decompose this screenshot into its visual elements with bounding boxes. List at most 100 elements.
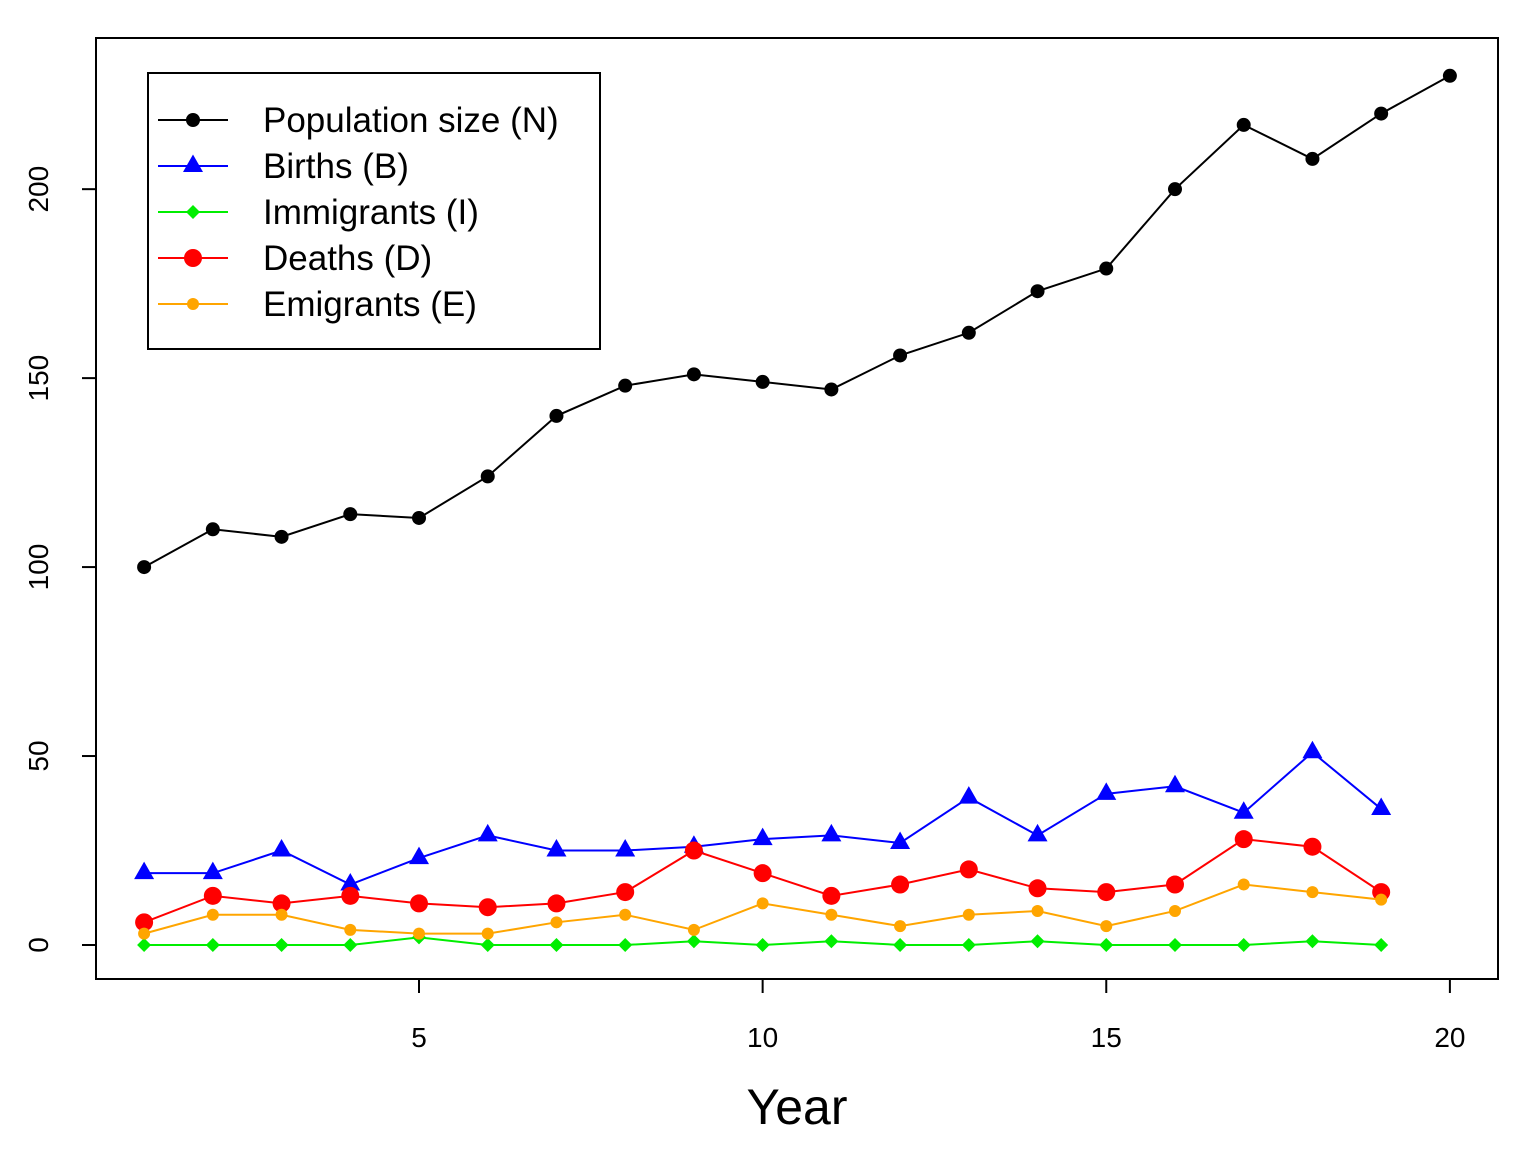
series-2-point-9 — [755, 937, 770, 952]
series-0-point-10 — [824, 382, 839, 397]
legend-item-4: Emigrants (E) — [158, 285, 477, 324]
series-2-point-5 — [480, 937, 495, 952]
series-4-point-7 — [619, 908, 632, 921]
series-4-point-3 — [344, 923, 357, 936]
series-4-point-13 — [1031, 904, 1044, 917]
series-3-point-6 — [547, 894, 566, 913]
series-0-point-3 — [343, 507, 358, 522]
series-1-point-12 — [958, 786, 979, 804]
series-0-point-17 — [1305, 151, 1320, 166]
series-2-point-0 — [137, 937, 152, 952]
series-0-point-7 — [618, 378, 633, 393]
y-tick-label-200: 200 — [23, 166, 54, 213]
series-3-point-4 — [410, 894, 429, 913]
series-1-point-9 — [752, 827, 773, 846]
series-0-point-11 — [893, 348, 908, 363]
series-2-point-6 — [549, 937, 564, 952]
series-4-point-18 — [1375, 893, 1388, 906]
legend-label-4: Emigrants (E) — [263, 285, 477, 324]
y-tick-label-50: 50 — [23, 740, 54, 771]
series-4-point-2 — [275, 908, 288, 921]
series-3 — [135, 830, 1391, 932]
series-0-point-1 — [205, 522, 220, 537]
series-3-point-3 — [341, 886, 360, 905]
series-2-point-8 — [686, 934, 701, 949]
series-2-point-13 — [1030, 934, 1045, 949]
series-0-point-14 — [1099, 261, 1114, 276]
legend-marker-0 — [186, 113, 200, 127]
series-4-point-12 — [962, 908, 975, 921]
series-1-point-11 — [890, 831, 911, 849]
series-3-point-11 — [891, 875, 910, 894]
series-0-point-9 — [755, 374, 770, 389]
legend-item-3: Deaths (D) — [158, 239, 432, 278]
series-0-point-15 — [1167, 182, 1182, 197]
series-1-point-16 — [1233, 801, 1254, 819]
series-4-point-10 — [825, 908, 838, 921]
series-0-point-19 — [1442, 68, 1457, 83]
y-tick-label-100: 100 — [23, 544, 54, 591]
y-axis: 0 50 100 150 200 — [23, 166, 97, 953]
legend-label-1: Births (B) — [263, 147, 409, 186]
series-4 — [138, 878, 1388, 940]
series-1-point-17 — [1302, 740, 1323, 759]
series-2-point-16 — [1236, 937, 1251, 952]
series-2 — [137, 930, 1389, 952]
series-3-point-2 — [272, 894, 291, 913]
legend-label-2: Immigrants (I) — [263, 193, 479, 232]
series-1-point-6 — [546, 839, 567, 857]
series-0-point-16 — [1236, 117, 1251, 132]
series-0 — [137, 68, 1457, 575]
series-0-point-5 — [480, 469, 495, 484]
series-1-point-14 — [1096, 782, 1117, 800]
series-3-point-8 — [684, 841, 703, 860]
series-0-point-2 — [274, 529, 289, 544]
series-4-point-9 — [756, 897, 769, 910]
series-1-point-5 — [477, 823, 498, 842]
series-1-point-10 — [821, 823, 842, 842]
series-4-point-8 — [687, 923, 700, 936]
series-3-point-5 — [478, 898, 497, 917]
legend-label-0: Population size (N) — [263, 101, 559, 140]
series-4-point-14 — [1100, 920, 1113, 933]
series-0-point-8 — [686, 367, 701, 382]
series-4-point-0 — [138, 927, 151, 940]
series-2-point-17 — [1305, 934, 1320, 949]
series-2-point-1 — [205, 937, 220, 952]
series-3-point-14 — [1097, 883, 1116, 902]
series-layer — [134, 68, 1457, 952]
series-2-point-12 — [961, 937, 976, 952]
series-4-point-6 — [550, 916, 563, 929]
x-tick-label-20: 20 — [1434, 1022, 1465, 1053]
legend: Population size (N) Births (B) Immigrants … — [147, 72, 601, 350]
x-axis: 5 10 15 20 — [411, 978, 1465, 1053]
series-2-point-7 — [618, 937, 633, 952]
series-3-point-1 — [203, 886, 222, 905]
series-1-point-2 — [271, 839, 292, 857]
series-3-point-17 — [1303, 837, 1322, 856]
series-1-point-1 — [202, 861, 223, 880]
legend-item-0: Population size (N) — [158, 101, 559, 140]
series-0-point-0 — [137, 560, 152, 575]
legend-marker-4 — [187, 298, 199, 310]
series-2-point-14 — [1099, 937, 1114, 952]
series-2-point-3 — [343, 937, 358, 952]
x-tick-label-5: 5 — [411, 1022, 427, 1053]
legend-marker-1 — [183, 154, 203, 172]
legend-label-3: Deaths (D) — [263, 239, 432, 278]
legend-marker-2 — [186, 205, 200, 219]
series-0-point-18 — [1374, 106, 1389, 121]
series-0-point-12 — [961, 325, 976, 340]
series-3-point-16 — [1234, 830, 1253, 849]
series-0-point-6 — [549, 408, 564, 423]
series-2-point-2 — [274, 937, 289, 952]
series-2-point-18 — [1374, 937, 1389, 952]
series-4-point-1 — [206, 908, 219, 921]
legend-marker-3 — [184, 249, 202, 267]
series-1-point-7 — [615, 839, 636, 857]
series-4-point-11 — [894, 920, 907, 933]
y-tick-label-150: 150 — [23, 355, 54, 402]
series-1-point-3 — [340, 873, 361, 891]
x-axis-title: Year — [746, 1079, 847, 1135]
